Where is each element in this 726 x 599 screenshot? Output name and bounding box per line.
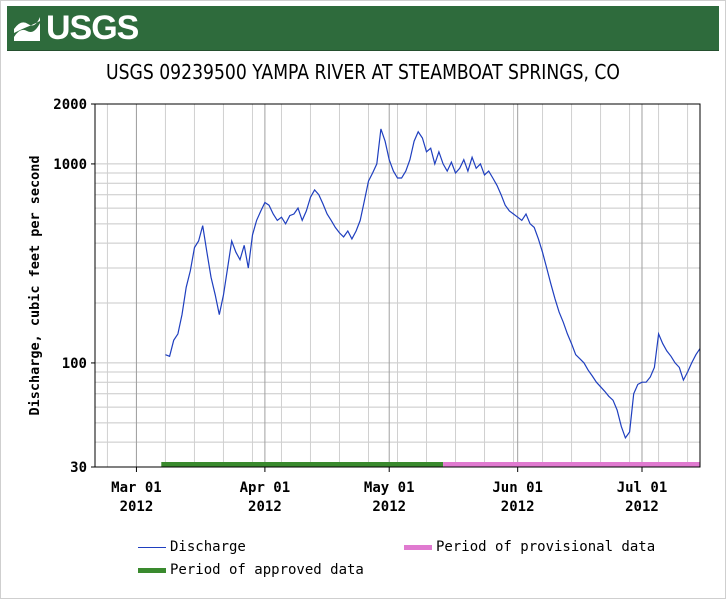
x-tick-label-year: 2012	[248, 499, 282, 515]
legend-item-approved: Period of approved data	[138, 561, 364, 579]
provisional-period-bar	[443, 462, 700, 467]
x-tick-label-month: May 01	[364, 480, 415, 496]
y-axis-label: Discharge, cubic feet per second	[27, 155, 43, 415]
legend-label-approved: Period of approved data	[170, 562, 364, 578]
legend-label-discharge: Discharge	[170, 539, 246, 555]
usgs-logo[interactable]: USGS	[12, 9, 139, 47]
x-tick-label-month: Mar 01	[111, 480, 162, 496]
legend-item-provisional: Period of provisional data	[404, 538, 655, 556]
y-axis-ticks: 30 100 1000 2000	[53, 97, 95, 476]
chart-title: USGS 09239500 YAMPA RIVER AT STEAMBOAT S…	[106, 60, 620, 84]
x-tick-label-month: Apr 01	[240, 480, 291, 496]
x-axis-ticks: Mar 01 2012 Apr 01 2012 May 01 2012 Jun 01 2012…	[111, 467, 667, 515]
x-tick-label-year: 2012	[501, 499, 535, 515]
y-tick-label: 1000	[53, 157, 87, 173]
approved-period-bar	[161, 462, 444, 467]
y-tick-label: 2000	[53, 97, 87, 113]
x-tick-label-month: Jun 01	[492, 480, 543, 496]
x-tick-label-year: 2012	[625, 499, 659, 515]
legend-swatch-discharge	[138, 546, 166, 548]
usgs-header-bar: USGS	[7, 6, 719, 51]
legend-swatch-approved	[138, 567, 166, 573]
plot-border	[94, 103, 701, 468]
x-tick-label-month: Jul 01	[617, 480, 668, 496]
discharge-series-line	[165, 128, 701, 440]
usgs-logo-text: USGS	[46, 9, 139, 47]
legend-label-provisional: Period of provisional data	[436, 539, 656, 555]
legend-swatch-provisional	[404, 544, 432, 550]
legend-item-discharge: Discharge	[138, 538, 246, 556]
x-tick-label-year: 2012	[120, 499, 154, 515]
x-tick-label-year: 2012	[372, 499, 406, 515]
y-tick-label: 30	[70, 460, 87, 476]
chart-grid	[95, 103, 700, 468]
y-tick-label: 100	[62, 356, 87, 372]
data-period-bars	[161, 462, 700, 467]
usgs-wave-icon	[14, 17, 40, 41]
